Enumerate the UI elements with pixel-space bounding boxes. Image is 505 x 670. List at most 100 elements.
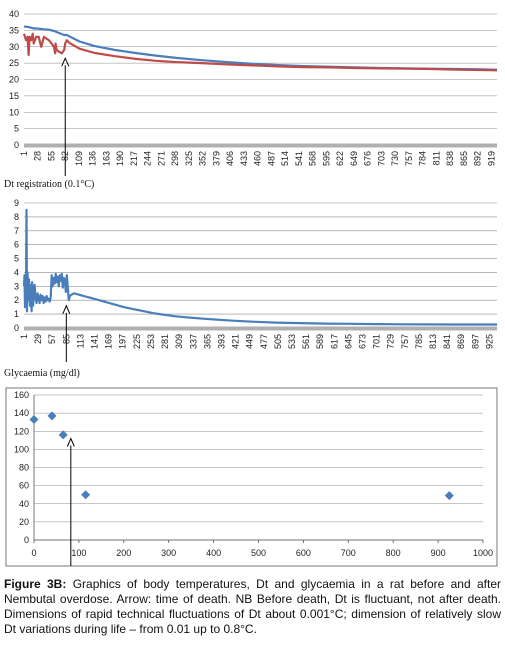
y-tick-label: 2 (14, 295, 19, 305)
x-tick-label: 541 (294, 151, 304, 166)
y-tick-label: 0 (24, 535, 29, 545)
x-tick-label: 136 (88, 151, 98, 166)
x-tick-label: 197 (118, 334, 128, 349)
y-tick-label: 25 (9, 58, 19, 68)
y-tick-label: 120 (14, 426, 29, 436)
x-tick-label: 897 (470, 334, 480, 349)
x-tick-label: 811 (431, 151, 441, 165)
y-tick-label: 4 (14, 267, 19, 277)
x-tick-label: 253 (146, 334, 156, 349)
y-tick-label: 40 (9, 9, 19, 19)
x-tick-label: 676 (363, 151, 373, 166)
chart-frame (5, 387, 498, 567)
x-tick-label: 163 (101, 151, 111, 166)
y-tick-label: 7 (14, 226, 19, 236)
series-line-2 (22, 32, 498, 72)
x-tick-label: 393 (216, 334, 226, 349)
x-tick-label: 784 (418, 151, 428, 166)
x-tick-label: 800 (386, 548, 401, 558)
x-tick-label: 645 (343, 334, 353, 349)
x-tick-label: 622 (335, 151, 345, 166)
x-tick-label: 703 (376, 151, 386, 166)
figure-caption: Figure 3B: Graphics of body temperatures… (4, 577, 501, 637)
chart-title: Glycaemia (mg/dl) (4, 368, 80, 379)
x-tick-label: 325 (184, 151, 194, 166)
x-tick-label: 29 (33, 334, 43, 344)
x-tick-label: 352 (198, 151, 208, 166)
x-tick-label: 281 (160, 334, 170, 349)
x-axis-band (24, 326, 497, 331)
death-arrow-head (61, 56, 70, 67)
x-tick-label: 225 (132, 334, 142, 349)
x-tick-label: 600 (296, 548, 311, 558)
x-tick-label: 730 (390, 151, 400, 166)
y-tick-label: 5 (14, 124, 19, 134)
x-tick-label: 865 (459, 151, 469, 166)
x-axis-band (24, 143, 497, 148)
x-tick-label: 673 (358, 334, 368, 349)
x-tick-label: 100 (71, 548, 86, 558)
x-tick-label: 841 (442, 334, 452, 349)
x-tick-label: 919 (486, 151, 496, 166)
x-tick-label: 244 (143, 151, 153, 166)
y-tick-label: 9 (14, 198, 19, 208)
y-tick-label: 160 (14, 390, 29, 400)
x-tick-label: 57 (47, 334, 57, 344)
x-tick-label: 589 (315, 334, 325, 349)
y-tick-label: 5 (14, 254, 19, 264)
x-tick-label: 568 (308, 151, 318, 166)
x-tick-label: 365 (202, 334, 212, 349)
x-tick-label: 649 (349, 151, 359, 166)
x-tick-label: 813 (428, 334, 438, 349)
x-tick-label: 309 (174, 334, 184, 349)
x-tick-label: 505 (273, 334, 283, 349)
x-tick-label: 785 (414, 334, 424, 349)
x-tick-label: 449 (245, 334, 255, 349)
y-tick-label: 3 (14, 281, 19, 291)
y-tick-label: 60 (19, 481, 29, 491)
data-point (81, 490, 91, 500)
x-tick-label: 1 (19, 151, 29, 156)
x-tick-label: 400 (206, 548, 221, 558)
x-tick-label: 757 (404, 151, 414, 166)
x-tick-label: 460 (253, 151, 263, 166)
x-tick-label: 701 (372, 334, 382, 349)
x-tick-label: 477 (259, 334, 269, 349)
y-tick-label: 80 (19, 463, 29, 473)
x-tick-label: 617 (329, 334, 339, 349)
y-tick-label: 140 (14, 408, 29, 418)
x-tick-label: 869 (456, 334, 466, 349)
x-tick-label: 28 (33, 151, 43, 161)
x-tick-label: 729 (386, 334, 396, 349)
x-tick-label: 190 (115, 151, 125, 166)
chart-title: Dt registration (0.1°C) (4, 179, 94, 190)
x-tick-label: 533 (287, 334, 297, 349)
x-tick-label: 141 (90, 334, 100, 349)
data-point (444, 491, 454, 501)
x-tick-label: 757 (400, 334, 410, 349)
x-tick-label: 169 (104, 334, 114, 349)
x-tick-label: 298 (170, 151, 180, 166)
x-tick-label: 109 (74, 151, 84, 166)
y-tick-label: 100 (14, 444, 29, 454)
y-tick-label: 35 (9, 25, 19, 35)
x-tick-label: 55 (46, 151, 56, 161)
x-tick-label: 892 (473, 151, 483, 166)
chart-3: Glycaemia (mg/dl) 0 20 40 60 80 100 120 140 160 0 1… (4, 368, 498, 567)
y-tick-label: 8 (14, 212, 19, 222)
y-tick-label: 20 (9, 75, 19, 85)
y-tick-label: 0 (14, 140, 19, 150)
x-tick-label: 561 (301, 334, 311, 349)
x-tick-label: 925 (484, 334, 494, 349)
x-tick-label: 900 (431, 548, 446, 558)
y-tick-label: 0 (14, 323, 19, 333)
x-tick-label: 421 (231, 334, 241, 349)
y-tick-label: 1 (14, 309, 19, 319)
x-tick-label: 300 (161, 548, 176, 558)
data-point (29, 414, 39, 424)
y-tick-label: 40 (19, 499, 29, 509)
y-tick-label: 10 (9, 107, 19, 117)
